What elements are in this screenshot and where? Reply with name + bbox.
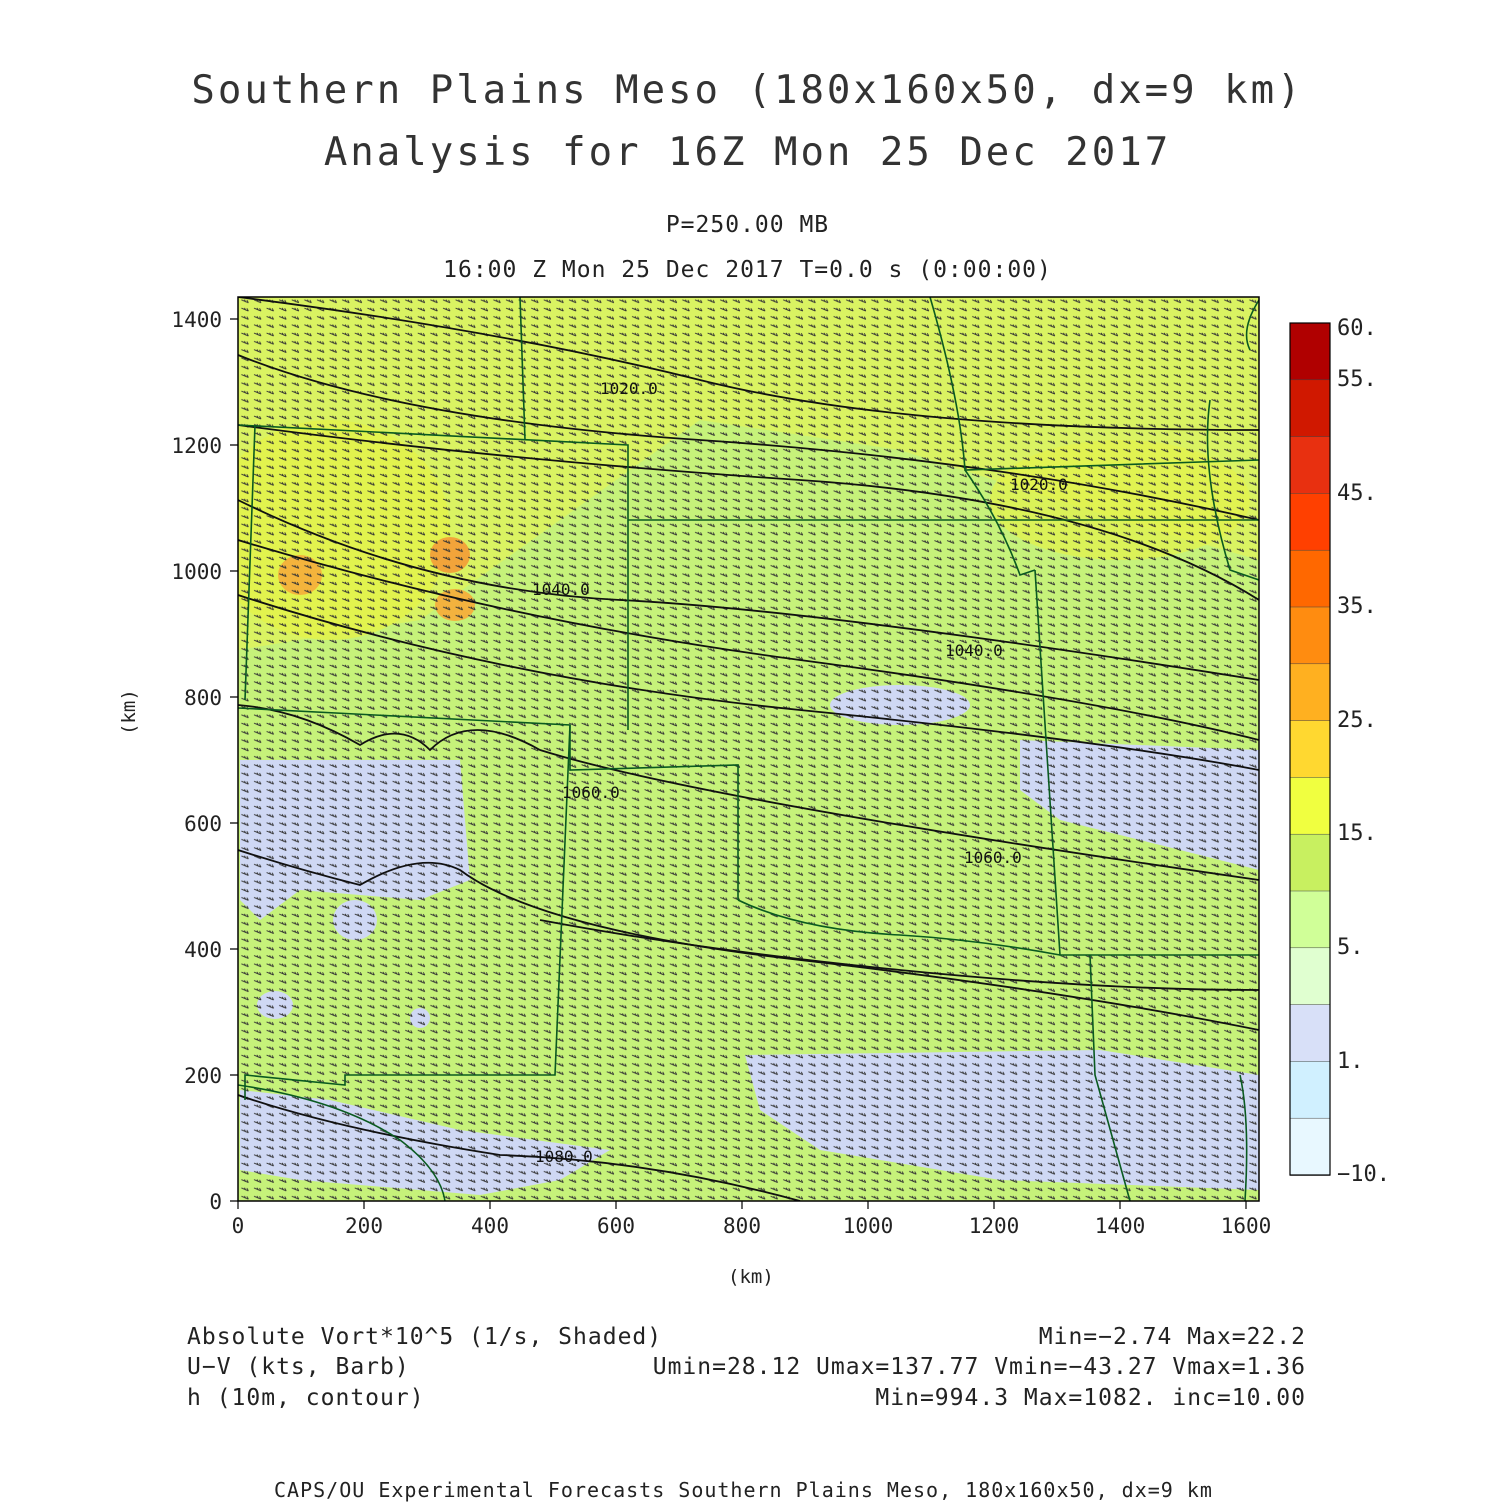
contour-label: 1060.0: [562, 783, 620, 802]
y-tick-label: 1200: [171, 434, 222, 458]
colorbar-tick: −10.: [1337, 1162, 1390, 1187]
colorbar-swatch: [1289, 777, 1331, 835]
colorbar-tick: 60.: [1337, 316, 1377, 341]
colorbar-swatch: [1289, 493, 1331, 551]
colorbar-tick: 35.: [1337, 594, 1377, 619]
footer-credit: CAPS/OU Experimental Forecasts Southern …: [274, 1478, 1213, 1502]
map-plot-area: 1020.0 1020.0 1040.0 1040.0 1060.0 1060.…: [238, 297, 1259, 1201]
colorbar-swatch: [1289, 436, 1331, 495]
legend-barb-field: U−V (kts, Barb): [187, 1354, 410, 1380]
colorbar-swatch: [1289, 606, 1331, 665]
colorbar-tick: 1.: [1337, 1049, 1364, 1074]
y-tick-label: 1000: [171, 560, 222, 584]
pressure-level: P=250.00 MB: [665, 212, 830, 238]
colorbar-swatch: [1289, 833, 1331, 892]
colorbar-tick: 55.: [1337, 367, 1377, 392]
colorbar-tick: 45.: [1337, 481, 1377, 506]
contour-label: 1020.0: [600, 379, 658, 398]
plot-frame: [237, 296, 1260, 1202]
contour-label: 1060.0: [964, 848, 1022, 867]
y-tick-label: 0: [209, 1190, 222, 1214]
x-tick-label: 1400: [1094, 1214, 1146, 1238]
y-tick-label: 800: [184, 686, 222, 710]
colorbar-swatch: [1289, 663, 1331, 722]
title-line-2: Analysis for 16Z Mon 25 Dec 2017: [323, 130, 1172, 175]
contour-label: 1040.0: [532, 580, 590, 599]
colorbar-swatch: [1289, 549, 1331, 608]
y-tick-label: 1400: [171, 308, 222, 332]
colorbar-swatch: [1289, 1004, 1331, 1063]
colorbar: [1289, 322, 1331, 1176]
legend-shaded-field: Absolute Vort*10^5 (1/s, Shaded): [187, 1324, 663, 1350]
colorbar-tick: 15.: [1337, 821, 1377, 846]
colorbar-swatch: [1289, 947, 1331, 1006]
legend-contour-field: h (10m, contour): [187, 1385, 425, 1411]
x-tick-label: 1000: [842, 1214, 894, 1238]
title-line-1: Southern Plains Meso (180x160x50, dx=9 k…: [191, 68, 1304, 113]
legend-contour-stats: Min=994.3 Max=1082. inc=10.00: [875, 1385, 1306, 1411]
contour-label: 1080.0: [535, 1147, 593, 1166]
x-tick-label: 0: [231, 1214, 245, 1238]
contour-label: 1040.0: [945, 641, 1003, 660]
y-axis-label: (km): [118, 689, 140, 735]
y-tick-label: 600: [184, 812, 222, 836]
colorbar-swatch: [1289, 1061, 1331, 1119]
colorbar-swatch: [1289, 379, 1331, 438]
colorbar-swatch: [1289, 322, 1331, 381]
colorbar-swatch: [1289, 1117, 1331, 1176]
x-tick-label: 1200: [968, 1214, 1020, 1238]
x-tick-label: 800: [723, 1214, 761, 1238]
x-tick-label: 200: [345, 1214, 383, 1238]
contour-label: 1020.0: [1010, 475, 1068, 494]
x-tick-label: 600: [597, 1214, 635, 1238]
legend-shaded-stats: Min=−2.74 Max=22.2: [1038, 1324, 1306, 1350]
colorbar-tick: 25.: [1337, 708, 1377, 733]
x-tick-label: 400: [471, 1214, 509, 1238]
colorbar-swatch: [1289, 890, 1331, 949]
legend-barb-stats: Umin=28.12 Umax=137.77 Vmin=−43.27 Vmax=…: [652, 1354, 1306, 1380]
y-tick-label: 400: [184, 938, 222, 962]
colorbar-swatch: [1289, 720, 1331, 779]
x-tick-label: 1600: [1220, 1214, 1272, 1238]
valid-time: 16:00 Z Mon 25 Dec 2017 T=0.0 s (0:00:00…: [443, 257, 1052, 283]
colorbar-tick: 5.: [1337, 935, 1364, 960]
y-tick-label: 200: [184, 1064, 222, 1088]
x-axis-label: (km): [728, 1266, 774, 1288]
